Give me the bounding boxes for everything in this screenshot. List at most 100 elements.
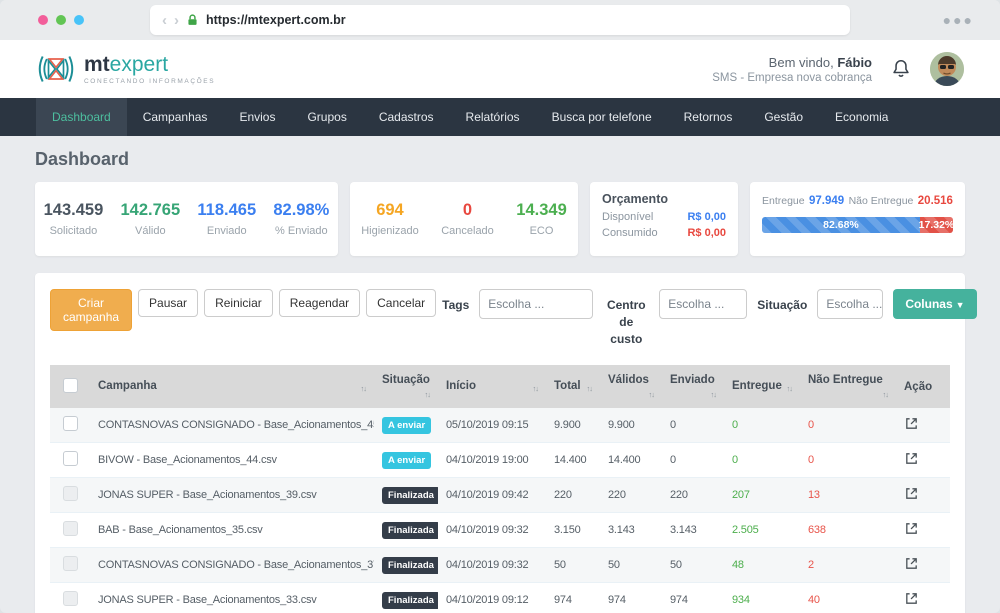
row-checkbox[interactable]: [62, 521, 78, 537]
stat-eco: 14.349 ECO: [516, 201, 567, 237]
forward-icon[interactable]: ›: [174, 11, 179, 29]
window-minimize-dot[interactable]: [56, 15, 66, 25]
columns-button[interactable]: Colunas ▼: [893, 289, 977, 319]
cell-inicio: 04/10/2019 09:12: [438, 582, 546, 613]
cell-enviado: 50: [662, 547, 724, 584]
welcome-prefix: Bem vindo,: [768, 54, 838, 70]
stats-cards-row: 143.459 Solicitado 142.765 Válido 118.46…: [35, 182, 965, 256]
header-validos[interactable]: Válidos ↑↓: [600, 365, 662, 409]
cell-validos: 3.143: [600, 512, 662, 549]
open-campaign-icon[interactable]: [904, 556, 919, 574]
sort-icon[interactable]: ↑↓: [786, 384, 793, 394]
cell-inicio: 05/10/2019 09:15: [438, 408, 546, 444]
sort-icon[interactable]: ↑↓: [586, 384, 593, 394]
sort-icon[interactable]: ↑↓: [882, 390, 889, 400]
nav-item-envios[interactable]: Envios: [239, 110, 276, 124]
cell-nao-entregue: 40: [800, 582, 896, 613]
header-entregue[interactable]: Entregue ↑↓: [724, 365, 800, 409]
table-row: JONAS SUPER - Base_Acionamentos_33.csv F…: [50, 582, 950, 613]
header-total[interactable]: Total ↑↓: [546, 365, 600, 409]
nav-item-retornos[interactable]: Retornos: [683, 110, 733, 124]
cell-total: 974: [546, 582, 600, 613]
table-row: BIVOW - Base_Acionamentos_44.csv A envia…: [50, 442, 950, 479]
cancel-button[interactable]: Cancelar: [366, 289, 437, 317]
user-avatar[interactable]: [930, 52, 964, 86]
row-checkbox[interactable]: [62, 416, 78, 432]
entregue-label: Entregue: [762, 195, 805, 207]
page-title: Dashboard: [35, 149, 130, 169]
brand-name-light: expert: [109, 52, 169, 76]
row-checkbox[interactable]: [62, 486, 78, 502]
restart-button[interactable]: Reiniciar: [204, 289, 273, 317]
budget-consumed-value: R$ 0,00: [687, 227, 726, 239]
row-checkbox[interactable]: [62, 556, 78, 572]
back-icon[interactable]: ‹: [162, 11, 167, 29]
header-situacao[interactable]: Situação ↑↓: [374, 365, 438, 409]
header-enviado[interactable]: Enviado ↑↓: [662, 365, 724, 409]
notifications-bell-icon[interactable]: [890, 58, 912, 80]
avatar-image: [930, 52, 964, 86]
brand-text: mtexpert CONECTANDO INFORMAÇÕES: [84, 54, 215, 85]
open-campaign-icon[interactable]: [904, 486, 919, 504]
status-badge: Finalizada: [382, 556, 438, 574]
sort-icon[interactable]: ↑↓: [532, 384, 539, 394]
nao-entregue-label: Não Entregue: [848, 195, 914, 207]
window-maximize-dot[interactable]: [74, 15, 84, 25]
cell-inicio: 04/10/2019 09:32: [438, 547, 546, 584]
open-campaign-icon[interactable]: [904, 416, 919, 434]
account-subtitle: SMS - Empresa nova cobrança: [712, 71, 872, 84]
situacao-select[interactable]: Escolha ...: [817, 289, 884, 319]
header-nao-entregue[interactable]: Não Entregue ↑↓: [800, 365, 896, 409]
cell-nao-entregue: 13: [800, 477, 896, 514]
budget-title: Orçamento: [602, 192, 668, 206]
cell-inicio: 04/10/2019 09:32: [438, 512, 546, 549]
address-bar[interactable]: ‹ › https://mtexpert.com.br: [150, 5, 850, 35]
nav-item-cadastros[interactable]: Cadastros: [378, 110, 434, 124]
reschedule-button[interactable]: Reagendar: [278, 289, 361, 317]
nav-item-economia[interactable]: Economia: [835, 110, 889, 124]
cell-entregue: 0: [724, 442, 800, 479]
main-nav: Dashboard Campanhas Envios Grupos Cadast…: [0, 98, 1000, 136]
sort-icon[interactable]: ↑↓: [424, 390, 431, 400]
sort-icon[interactable]: ↑↓: [710, 390, 717, 400]
status-badge: A enviar: [382, 451, 432, 469]
nav-item-busca-por-telefone[interactable]: Busca por telefone: [551, 110, 652, 124]
budget-available-value: R$ 0,00: [687, 211, 726, 223]
cell-total: 14.400: [546, 442, 600, 479]
select-all-checkbox[interactable]: [62, 377, 78, 393]
nao-entregue-value: 20.516: [917, 195, 953, 207]
window-close-dot[interactable]: [38, 15, 48, 25]
sort-icon[interactable]: ↑↓: [360, 384, 367, 394]
cell-entregue: 48: [724, 547, 800, 584]
delivered-pct: 82.68%: [823, 219, 859, 231]
nav-item-grupos[interactable]: Grupos: [307, 110, 347, 124]
nav-item-campanhas[interactable]: Campanhas: [142, 110, 208, 124]
nav-item-dashboard[interactable]: Dashboard: [36, 98, 127, 136]
nav-item-relatorios[interactable]: Relatórios: [465, 110, 520, 124]
browser-chrome: ‹ › https://mtexpert.com.br ●●●: [0, 0, 1000, 40]
stat-higienizado: 694 Higienizado: [361, 201, 419, 237]
nav-item-gestao[interactable]: Gestão: [764, 110, 804, 124]
cell-validos: 14.400: [600, 442, 662, 479]
sort-icon[interactable]: ↑↓: [648, 390, 655, 400]
header-campanha[interactable]: Campanha ↑↓: [90, 365, 374, 409]
brand-mark-icon: [38, 56, 74, 82]
cell-enviado: 0: [662, 442, 724, 479]
stats-card-envio: 143.459 Solicitado 142.765 Válido 118.46…: [35, 182, 338, 256]
tags-select[interactable]: Escolha ...: [479, 289, 594, 319]
centro-de-custo-select[interactable]: Escolha ...: [659, 289, 748, 319]
header-inicio[interactable]: Início ↑↓: [438, 365, 546, 409]
pause-button[interactable]: Pausar: [138, 289, 199, 317]
select-all-header: [50, 365, 90, 409]
open-campaign-icon[interactable]: [904, 521, 919, 539]
row-checkbox[interactable]: [62, 591, 78, 607]
header-acao: Ação: [896, 365, 950, 409]
chevron-down-icon: ▼: [955, 300, 965, 310]
budget-consumed-row: Consumido R$ 0,00: [602, 227, 726, 239]
open-campaign-icon[interactable]: [904, 451, 919, 469]
row-checkbox[interactable]: [62, 451, 78, 467]
open-campaign-icon[interactable]: [904, 591, 919, 609]
create-campaign-button[interactable]: Criar campanha: [50, 289, 133, 331]
browser-menu-icon[interactable]: ●●●: [942, 12, 974, 28]
cell-nao-entregue: 0: [800, 442, 896, 479]
